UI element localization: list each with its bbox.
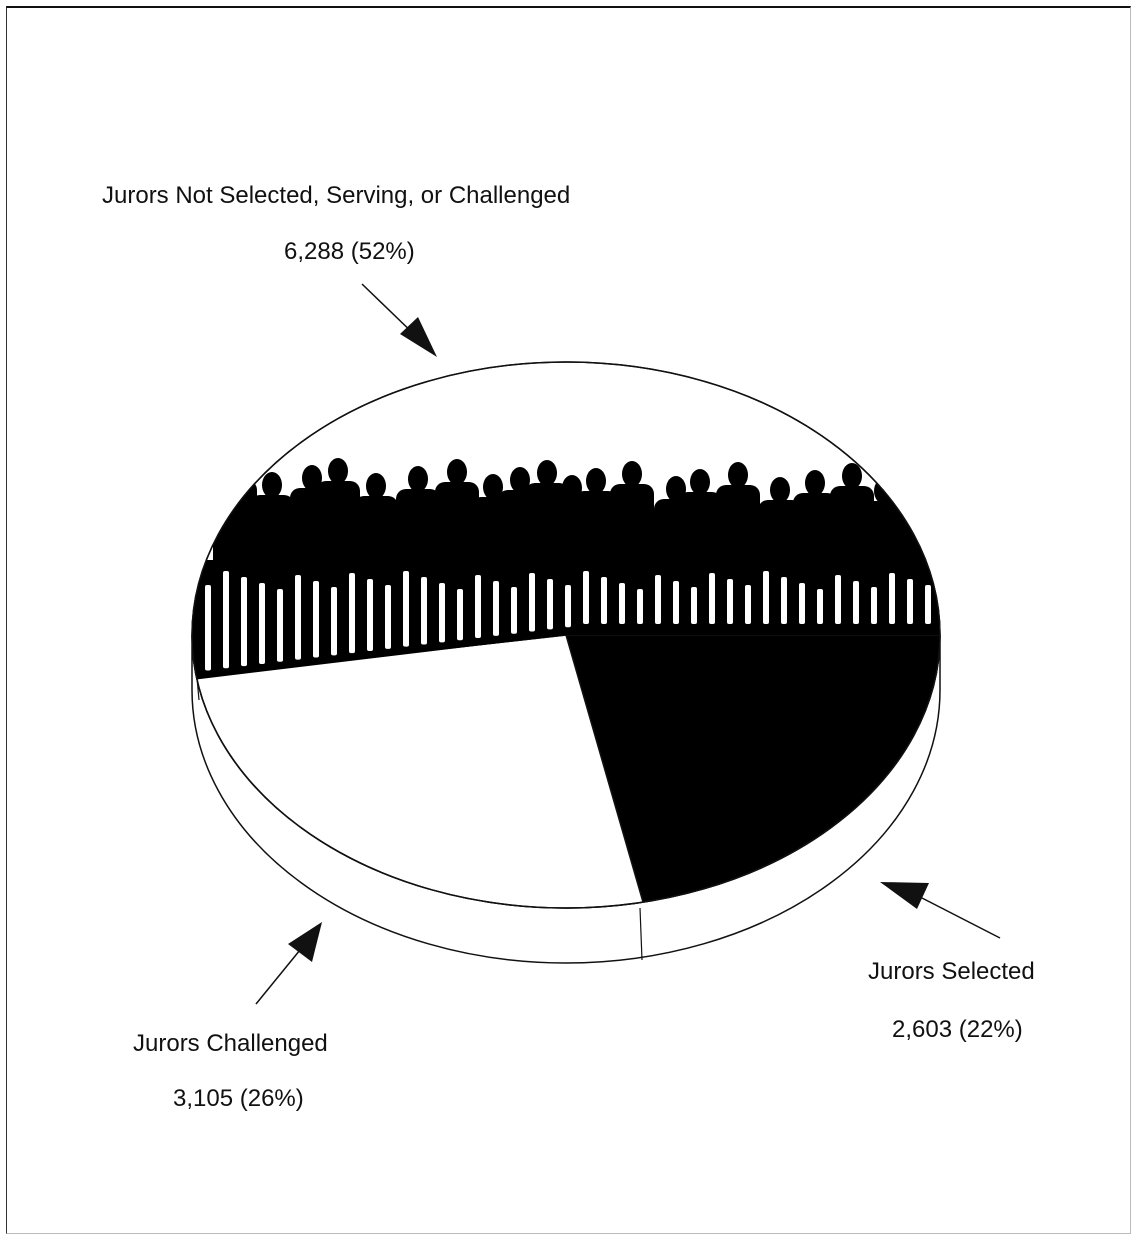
leg-gap (367, 579, 373, 651)
label-selected-title: Jurors Selected (868, 958, 1035, 985)
person-head (728, 462, 748, 488)
label-not-selected-title: Jurors Not Selected, Serving, or Challen… (102, 182, 571, 209)
person-body (793, 493, 837, 583)
leg-gap (853, 581, 859, 624)
leg-gap (511, 587, 517, 634)
label-challenged-value: 3,105 (26%) (173, 1085, 304, 1112)
leg-gap (835, 575, 841, 624)
leader-arrow-not-selected (361, 283, 437, 357)
person-head (225, 457, 245, 483)
leg-gap (745, 585, 751, 624)
leg-gap (601, 577, 607, 624)
leg-gap (727, 579, 733, 624)
leg-gap (277, 589, 283, 662)
leg-gap (475, 575, 481, 639)
person-body (678, 492, 722, 582)
person-head (408, 466, 428, 492)
person-head (537, 460, 557, 486)
person-body (316, 481, 360, 571)
leg-gap (295, 575, 301, 660)
person-head (690, 469, 710, 495)
rim-seam-front (639, 907, 643, 961)
leg-gap (259, 583, 265, 664)
leg-gap (655, 575, 661, 624)
leg-gap (421, 577, 427, 645)
leg-gap (799, 583, 805, 624)
leg-gap (871, 587, 877, 624)
person-head (328, 458, 348, 484)
leader-arrow-challenged (255, 922, 322, 1005)
person-head (586, 468, 606, 494)
label-not-selected-value: 6,288 (52%) (284, 238, 415, 265)
person-head (302, 465, 322, 491)
person-body (250, 495, 294, 585)
leg-gap (331, 587, 337, 656)
leg-gap (385, 585, 391, 649)
leg-gap (583, 571, 589, 624)
person-body (574, 491, 618, 581)
leader-arrow-selected (880, 882, 1001, 939)
leg-gap (205, 585, 211, 671)
people-silhouettes (192, 457, 940, 680)
leg-gap (691, 587, 697, 624)
leg-gap (439, 583, 445, 643)
person-body (354, 496, 398, 586)
leg-gap (763, 571, 769, 624)
person-head (842, 463, 862, 489)
leg-gap (673, 581, 679, 624)
leg-gap (709, 573, 715, 624)
leg-gap (493, 581, 499, 636)
person-body (435, 482, 479, 572)
person-head (805, 470, 825, 496)
leg-gap (457, 589, 463, 641)
person-head (900, 471, 920, 497)
leg-gap (637, 589, 643, 624)
person-head (622, 461, 642, 487)
person-body (716, 485, 760, 575)
person-head (510, 467, 530, 493)
leg-gap (403, 571, 409, 647)
leg-gap (349, 573, 355, 654)
leg-gap (889, 573, 895, 624)
person-head (262, 472, 282, 498)
person-body (888, 494, 932, 584)
person-head (483, 474, 503, 500)
person-body (758, 500, 802, 590)
leg-gap (547, 579, 553, 630)
leg-gap (619, 583, 625, 624)
person-head (770, 477, 790, 503)
leg-gap (313, 581, 319, 658)
person-body (610, 484, 654, 574)
person-head (366, 473, 386, 499)
person-head (447, 459, 467, 485)
frame-border (6, 6, 1131, 1234)
leg-gap (565, 585, 571, 628)
label-selected-value: 2,603 (22%) (892, 1016, 1023, 1043)
slice-challenged (195, 634, 644, 908)
leg-gap (529, 573, 535, 632)
person-body (396, 489, 440, 579)
label-challenged-title: Jurors Challenged (133, 1030, 328, 1057)
leg-gap (781, 577, 787, 624)
leg-gap (223, 571, 229, 669)
leg-gap (817, 589, 823, 624)
leg-gap (907, 579, 913, 624)
leg-gap (925, 585, 931, 624)
leg-gap (241, 577, 247, 667)
